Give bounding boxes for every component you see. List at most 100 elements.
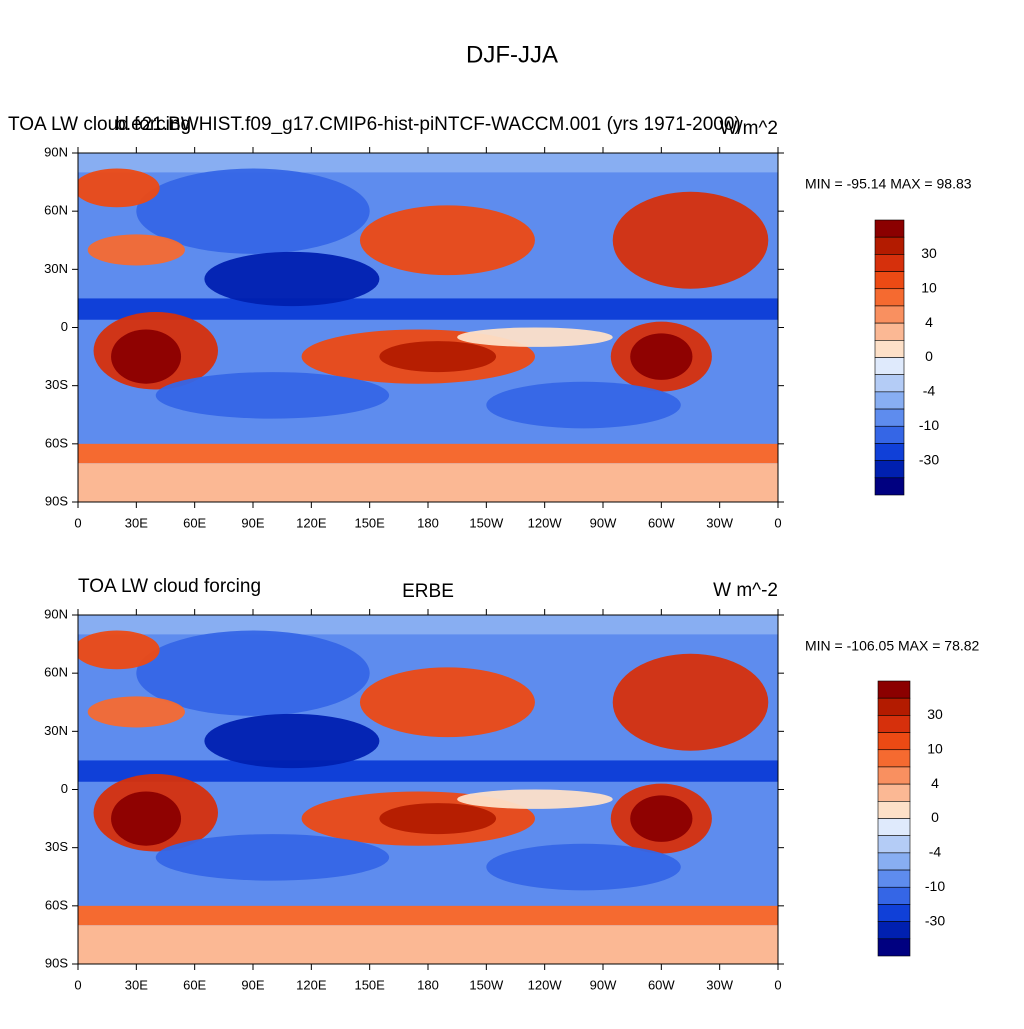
field-blob [204,251,380,307]
colorbar-box [877,801,911,819]
field-blob [457,789,613,809]
colorbar-box [874,305,905,324]
lon-label: 60W [648,515,675,530]
lon-label: 90W [590,977,617,992]
colorbar-label: -10 [919,417,939,433]
colorbar-box [877,732,911,751]
panel-right-title: W m^-2 [713,580,778,601]
colorbar-box [877,938,911,957]
colorbar-box [877,904,911,922]
lon-label: 0 [74,977,81,992]
southern-red-band [78,443,778,464]
arctic-band [78,153,778,173]
lat-label: 30N [44,261,68,276]
field-blob [204,713,380,769]
lon-label: 90W [590,515,617,530]
figure-title: DJF-JJA [466,41,558,68]
lat-label: 90S [45,955,68,970]
colorbar-box [874,425,905,444]
lon-label: 30W [706,977,733,992]
colorbar-box [874,340,905,358]
colorbar-box [874,408,905,427]
colorbar-label: 30 [921,245,937,261]
lon-label: 120E [296,515,327,530]
lat-label: 60S [45,435,68,450]
lat-label: 60N [44,665,68,680]
lat-label: 0 [61,781,68,796]
colorbar-box [877,886,911,905]
colorbar-label: -4 [929,844,942,860]
field-blob [111,329,182,384]
lat-label: 90N [44,144,68,159]
colorbar-box [874,288,905,307]
colorbar-box [874,219,905,238]
lon-label: 0 [74,515,81,530]
colorbar-box [877,818,911,836]
field-blob [612,653,769,751]
colorbar-box [877,766,911,785]
colorbar-box [877,680,911,699]
field-blob [379,803,497,835]
colorbar-box [874,254,905,272]
map-field [78,615,778,964]
field-blob [111,791,182,846]
lon-label: 180 [417,515,439,530]
panel-left-title: TOA LW cloud forcing [8,114,191,135]
colorbar-box [877,697,911,716]
colorbar-box [877,783,911,802]
lat-label: 60N [44,203,68,218]
panel-right-title: W/m^2 [719,118,778,139]
lon-label: 60E [183,515,206,530]
colorbar-box [877,852,911,871]
lon-label: 90E [241,977,264,992]
lon-label: 60W [648,977,675,992]
colorbar-label: 30 [927,706,943,722]
antarctic-band [78,463,778,502]
panel-center-title: ERBE [402,581,454,602]
colorbar-box [874,357,905,375]
field-blob [136,168,370,254]
lon-label: 150E [354,515,385,530]
lat-label: 60S [45,897,68,912]
colorbar-label: 0 [931,809,939,825]
map-field [78,153,778,502]
colorbar-label: -30 [919,451,939,467]
colorbar-box [877,749,911,768]
lat-label: 30S [45,377,68,392]
colorbar-box [877,921,911,940]
field-blob [78,630,160,670]
lon-label: 150W [469,515,504,530]
colorbar-box [874,477,905,496]
field-blob [630,795,693,842]
colorbar-box [877,835,911,854]
arctic-band [78,615,778,635]
lat-label: 30S [45,839,68,854]
lon-label: 0 [774,515,781,530]
field-blob [87,696,185,728]
field-blob [486,843,681,891]
field-blob [87,234,185,266]
colorbar-label: 4 [925,314,933,330]
antarctic-band [78,925,778,964]
stats-label: MIN = -95.14 MAX = 98.83 [805,176,972,192]
colorbar-box [874,374,905,393]
colorbar-label: 10 [921,279,937,295]
colorbar-label: 10 [927,740,943,756]
colorbar-box [877,715,911,733]
lon-label: 150E [354,977,385,992]
lon-label: 150W [469,977,504,992]
panel-left-title: TOA LW cloud forcing [78,576,261,597]
lon-label: 120W [528,515,563,530]
lat-label: 30N [44,723,68,738]
southern-red-band [78,905,778,926]
lon-label: 90E [241,515,264,530]
field-blob [359,667,535,738]
field-blob [155,372,390,419]
colorbar-box [874,236,905,255]
colorbar-label: -10 [925,878,945,894]
field-blob [359,205,535,276]
lon-label: 0 [774,977,781,992]
field-blob [379,341,497,373]
lon-label: 180 [417,977,439,992]
